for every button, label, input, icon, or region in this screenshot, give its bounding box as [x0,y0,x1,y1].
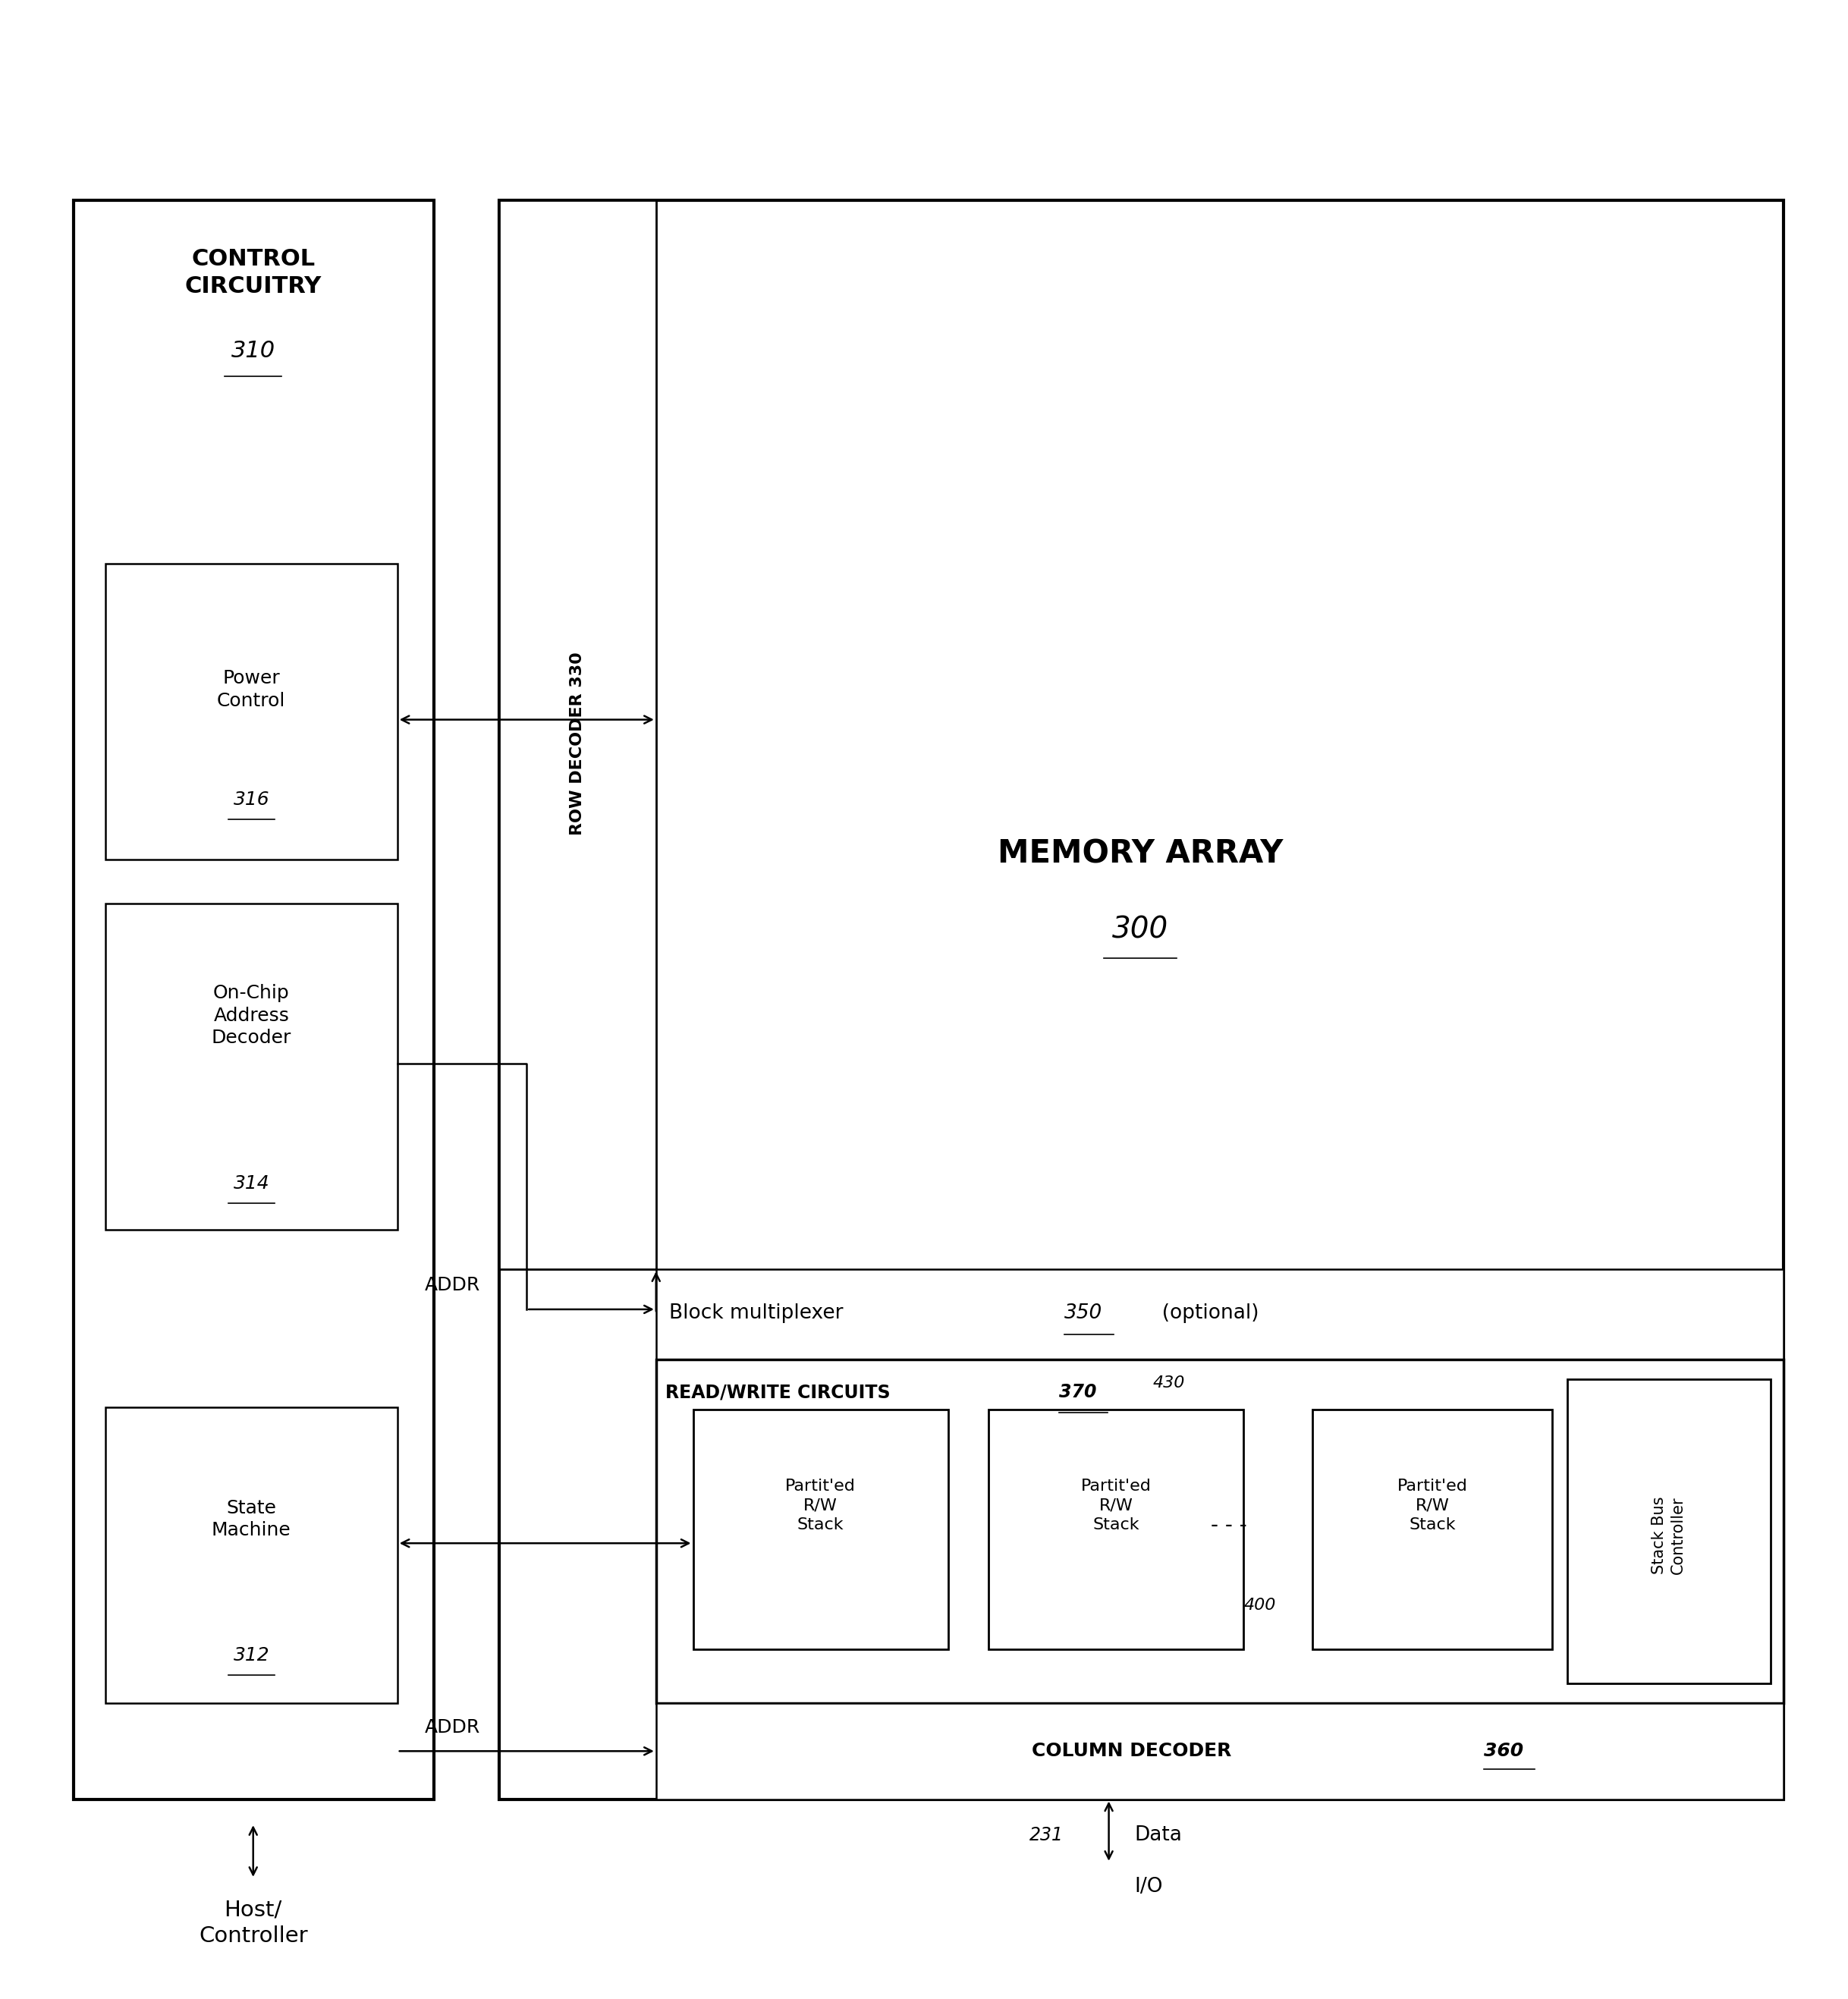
Text: On-Chip
Address
Decoder: On-Chip Address Decoder [211,984,292,1047]
Text: - - -: - - - [1210,1515,1247,1535]
Text: 370: 370 [1059,1383,1096,1401]
Bar [693,1409,948,1649]
Bar [656,1703,1783,1799]
Text: 430: 430 [1153,1375,1185,1391]
Text: 300: 300 [1112,916,1168,944]
Text: Data: Data [1135,1825,1183,1845]
Text: 310: 310 [231,340,275,362]
Bar [989,1409,1244,1649]
Text: State
Machine: State Machine [211,1499,292,1539]
Text: Partit'ed
R/W
Stack: Partit'ed R/W Stack [1397,1477,1467,1533]
Text: Partit'ed
R/W
Stack: Partit'ed R/W Stack [1081,1477,1151,1533]
Text: Host/
Controller: Host/ Controller [200,1899,307,1947]
Text: 312: 312 [233,1645,270,1665]
Text: ADDR: ADDR [425,1275,480,1295]
Text: 400: 400 [1244,1597,1275,1613]
Bar [105,1407,397,1703]
Text: 360: 360 [1484,1741,1523,1761]
Bar [105,564,397,860]
Text: COLUMN DECODER: COLUMN DECODER [1031,1741,1238,1761]
Bar [656,1359,1783,1703]
Text: I/O: I/O [1135,1877,1162,1897]
Bar [1312,1409,1552,1649]
Text: READ/WRITE CIRCUITS: READ/WRITE CIRCUITS [665,1383,896,1401]
Text: 231: 231 [1029,1825,1063,1845]
Text: ROW DECODER 330: ROW DECODER 330 [569,652,586,836]
Bar [656,1269,1783,1359]
Text: CONTROL
CIRCUITRY: CONTROL CIRCUITRY [185,248,322,298]
Text: 316: 316 [233,790,270,810]
Bar [105,904,397,1229]
Bar [1567,1379,1770,1683]
Text: MEMORY ARRAY: MEMORY ARRAY [998,838,1283,870]
Text: 314: 314 [233,1173,270,1193]
Text: Partit'ed
R/W
Stack: Partit'ed R/W Stack [785,1477,856,1533]
Text: Stack Bus
Controller: Stack Bus Controller [1652,1497,1685,1573]
Text: ADDR: ADDR [425,1717,480,1737]
Bar [74,200,434,1799]
Text: 350: 350 [1064,1303,1103,1323]
Text: Block multiplexer: Block multiplexer [669,1303,850,1323]
Bar [499,200,656,1269]
Text: Power
Control: Power Control [216,670,286,710]
Text: (optional): (optional) [1149,1303,1258,1323]
Bar [499,200,1783,1799]
